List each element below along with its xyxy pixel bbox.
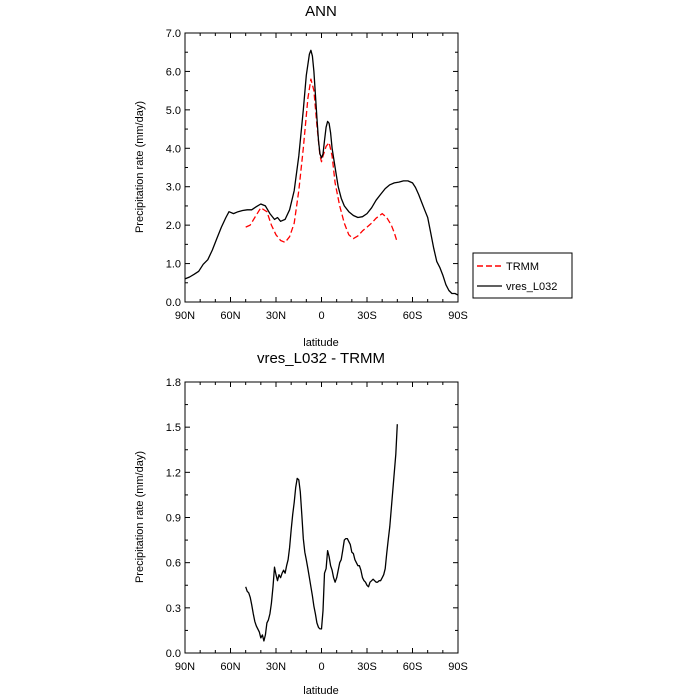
series-line-vres-l032 <box>184 49 459 296</box>
series-line-vres-l032-trmm <box>245 424 398 642</box>
y-tick-label: 4.0 <box>166 143 181 155</box>
series-line-trmm <box>245 78 398 244</box>
y-tick-label: 0.0 <box>166 297 181 309</box>
y-tick-label: 0.9 <box>166 513 181 525</box>
y-tick-label: 1.0 <box>166 259 181 271</box>
plot-frame <box>184 32 459 303</box>
chart-title: vres_L032 - TRMM <box>257 350 385 367</box>
x-tick-label: 90N <box>175 310 195 322</box>
x-tick-label: 0 <box>318 310 324 322</box>
x-tick-label: 90N <box>175 661 195 673</box>
y-tick-label: 3.0 <box>166 182 181 194</box>
x-tick-label: 90S <box>448 310 468 322</box>
x-tick-label: 30S <box>357 310 377 322</box>
x-axis-label: latitude <box>303 685 338 697</box>
panel-annual-precipitation: ANN 90N 60N 30N 0 30S 60S 90S 0.0 1.0 2.0 3.0 4.0 5.… <box>134 3 468 349</box>
y-tick-label: 2.0 <box>166 220 181 232</box>
plot-frame <box>184 381 459 654</box>
y-tick-label: 5.0 <box>166 105 181 117</box>
x-tick-label: 30N <box>266 661 286 673</box>
y-tick-label: 1.8 <box>166 377 181 389</box>
series-lines <box>184 49 459 296</box>
y-tick-label: 6.0 <box>166 66 181 78</box>
y-axis-label: Precipitation rate (mm/day) <box>134 101 146 233</box>
x-tick-label: 30S <box>357 661 377 673</box>
series-lines <box>245 424 398 642</box>
legend-label-trmm: TRMM <box>506 261 539 273</box>
y-tick-label: 0.6 <box>166 558 181 570</box>
x-tick-label: 60N <box>220 661 240 673</box>
legend: TRMM vres_L032 <box>472 252 573 299</box>
y-tick-label: 7.0 <box>166 28 181 40</box>
chart-title: ANN <box>305 3 337 20</box>
y-axis-label: Precipitation rate (mm/day) <box>134 451 146 583</box>
x-tick-label: 0 <box>318 661 324 673</box>
y-tick-label: 1.5 <box>166 422 181 434</box>
x-tick-label: 60S <box>403 661 423 673</box>
x-tick-label: 60S <box>403 310 423 322</box>
x-tick-label: 60N <box>220 310 240 322</box>
y-tick-label: 0.0 <box>166 648 181 660</box>
axis-ticks: 90N 60N 30N 0 30S 60S 90S 0.0 1.0 2.0 3.0 4.0 5.0 6.0… <box>166 28 468 322</box>
x-axis-label: latitude <box>303 337 338 349</box>
axis-ticks: 90N 60N 30N 0 30S 60S 90S 0.0 0.3 0.6 0.9 1.2 1.5 1.8 <box>166 377 468 673</box>
x-tick-label: 90S <box>448 661 468 673</box>
x-tick-label: 30N <box>266 310 286 322</box>
legend-label-vres: vres_L032 <box>506 281 557 293</box>
y-tick-label: 0.3 <box>166 603 181 615</box>
panel-difference: vres_L032 - TRMM 90N 60N 30N 0 30S 60S 90S 0.0 0… <box>134 350 468 697</box>
legend-box <box>472 252 573 299</box>
y-tick-label: 1.2 <box>166 467 181 479</box>
